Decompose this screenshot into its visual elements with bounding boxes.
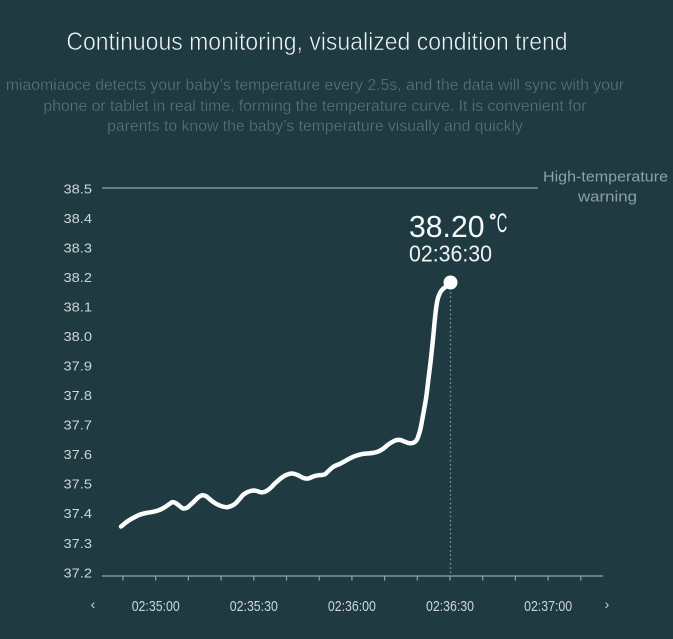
svg-text:37.3: 37.3 xyxy=(64,537,93,551)
svg-text:37.9: 37.9 xyxy=(64,360,93,374)
svg-text:37.4: 37.4 xyxy=(64,507,93,521)
svg-text:37.5: 37.5 xyxy=(64,478,93,492)
svg-text:02:36:00: 02:36:00 xyxy=(328,598,376,615)
svg-text:38.0: 38.0 xyxy=(64,330,93,344)
svg-text:‹: ‹ xyxy=(91,596,96,612)
svg-text:38.2: 38.2 xyxy=(64,271,93,285)
svg-text:02:35:30: 02:35:30 xyxy=(230,598,278,615)
svg-text:38.4: 38.4 xyxy=(64,212,93,226)
svg-text:38.1: 38.1 xyxy=(64,301,93,315)
svg-text:37.7: 37.7 xyxy=(64,419,93,433)
svg-text:38.3: 38.3 xyxy=(64,241,93,255)
svg-text:warning: warning xyxy=(577,189,637,206)
svg-text:02:35:00: 02:35:00 xyxy=(132,598,180,615)
svg-text:02:37:00: 02:37:00 xyxy=(524,598,572,615)
svg-text:38.5: 38.5 xyxy=(64,182,93,196)
svg-text:37.8: 37.8 xyxy=(64,389,93,403)
svg-text:High-temperature: High-temperature xyxy=(543,169,668,186)
svg-text:38.20: 38.20 xyxy=(409,209,485,244)
svg-text:02:36:30: 02:36:30 xyxy=(409,241,492,267)
svg-text:C: C xyxy=(497,208,508,238)
svg-text:37.2: 37.2 xyxy=(64,566,93,580)
svg-text:02:36:30: 02:36:30 xyxy=(426,598,474,615)
svg-text:›: › xyxy=(605,596,610,612)
svg-text:37.6: 37.6 xyxy=(64,448,93,462)
